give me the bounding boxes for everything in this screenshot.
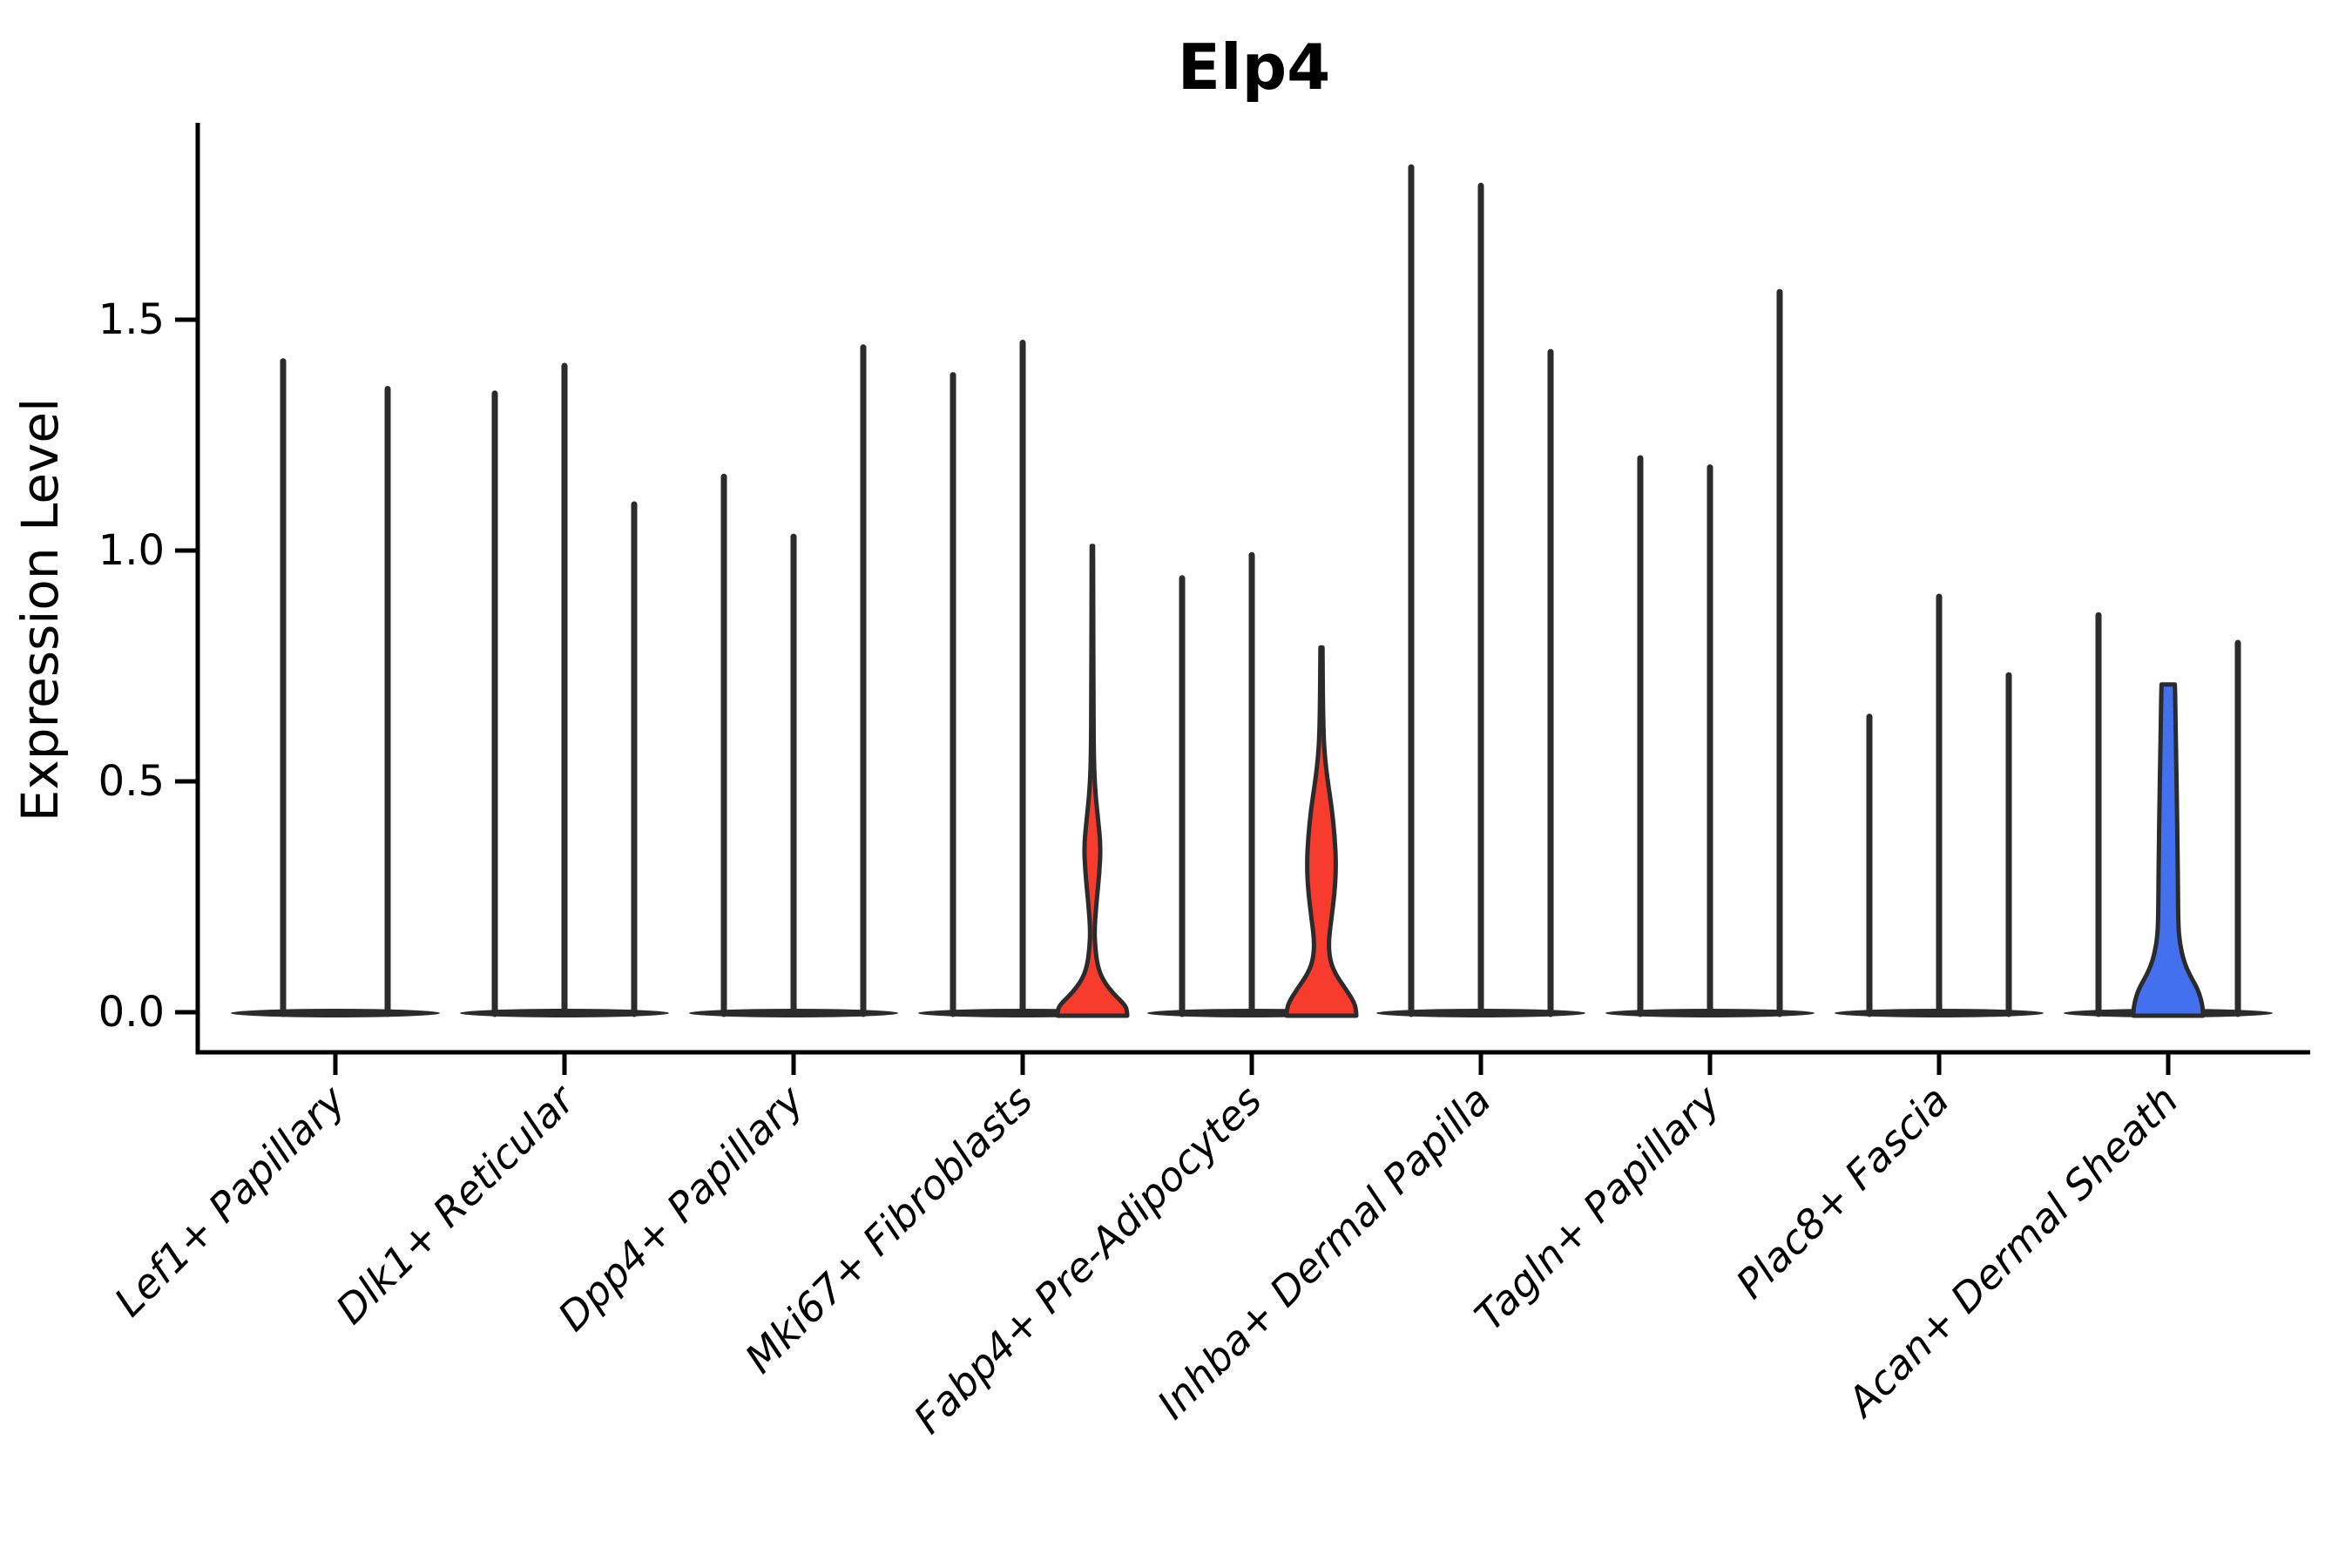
y-tick-label: 1.5 bbox=[98, 295, 165, 344]
x-tick-label: Lef1+ Papillary bbox=[105, 1076, 355, 1325]
violin-highlight_blue bbox=[2131, 682, 2206, 1018]
x-tick-label: Dpp4+ Papillary bbox=[549, 1076, 813, 1340]
x-tick-label: Plac8+ Fascia bbox=[1727, 1077, 1957, 1308]
x-tick-label: Tagln+ Papillary bbox=[1465, 1076, 1729, 1340]
y-axis-label: Expression Level bbox=[10, 398, 70, 821]
y-tick-label: 0.5 bbox=[98, 757, 165, 806]
violin-highlight_red bbox=[1055, 544, 1130, 1018]
chart-title: Elp4 bbox=[1178, 30, 1331, 104]
violin-base-band bbox=[231, 1009, 440, 1017]
y-tick-label: 1.0 bbox=[98, 526, 165, 575]
violin-highlight_red bbox=[1284, 645, 1359, 1018]
x-tick-label: Dlk1+ Reticular bbox=[327, 1074, 585, 1333]
y-tick-label: 0.0 bbox=[98, 988, 165, 1037]
